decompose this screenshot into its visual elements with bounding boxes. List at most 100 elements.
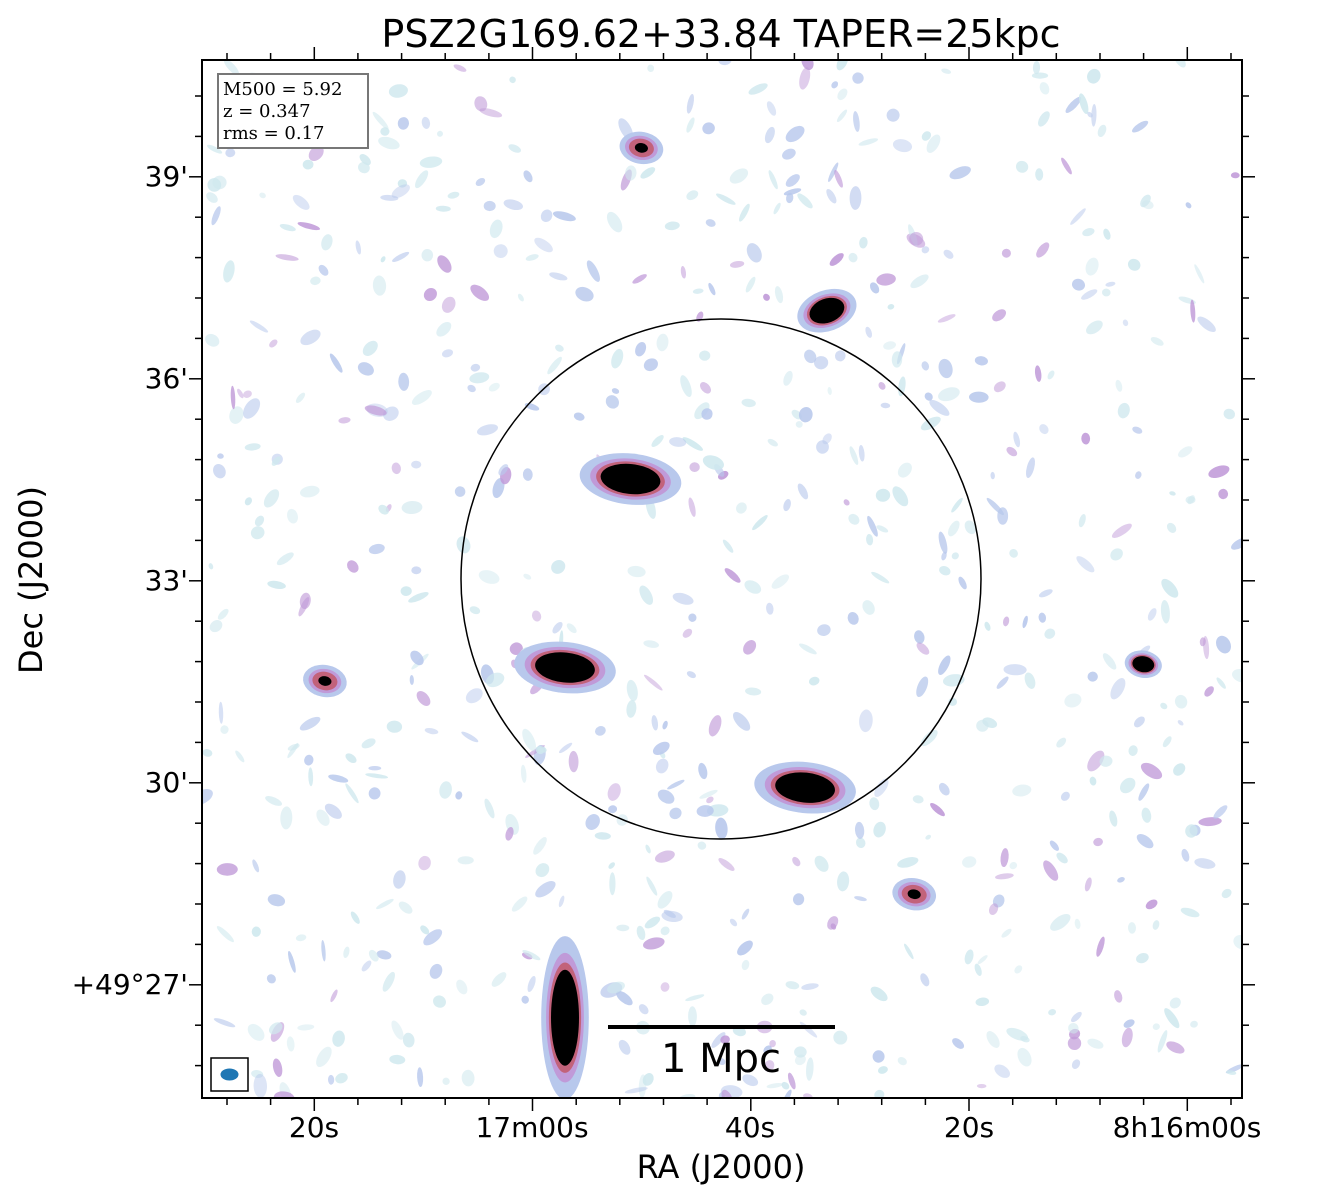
noise-speck	[429, 963, 443, 979]
noise-speck	[555, 344, 564, 352]
noise-speck	[551, 559, 566, 574]
noise-speck	[1085, 257, 1099, 276]
noise-speck	[717, 1058, 726, 1066]
noise-speck	[708, 282, 716, 296]
noise-speck	[355, 240, 362, 255]
noise-speck	[467, 384, 476, 393]
noise-speck	[1014, 965, 1023, 974]
noise-speck	[926, 134, 941, 153]
noise-speck	[568, 750, 579, 773]
noise-speck	[766, 101, 777, 116]
noise-speck	[799, 643, 817, 655]
noise-speck	[761, 993, 774, 1006]
noise-speck	[409, 675, 414, 685]
noise-speck	[421, 249, 434, 262]
noise-speck	[964, 520, 977, 535]
noise-speck	[1110, 678, 1126, 700]
noise-speck	[657, 891, 673, 909]
noise-speck	[1199, 637, 1206, 647]
noise-speck	[209, 620, 223, 633]
noise-speck	[616, 990, 633, 1006]
noise-speck	[741, 398, 756, 408]
noise-speck	[651, 435, 664, 447]
noise-speck	[836, 60, 849, 71]
noise-speck	[990, 471, 995, 480]
noise-speck	[1038, 589, 1053, 598]
noise-speck	[867, 515, 878, 537]
noise-speck	[286, 1036, 295, 1052]
noise-speck	[252, 859, 260, 873]
noise-speck	[207, 144, 223, 154]
noise-speck	[643, 674, 663, 691]
noise-speck	[680, 375, 692, 398]
noise-speck	[764, 126, 775, 144]
x-tick-label: 20s	[289, 1111, 339, 1144]
noise-speck	[910, 274, 929, 289]
noise-speck	[744, 580, 762, 594]
noise-speck	[941, 68, 952, 74]
redshift-label: z = 0.347	[223, 101, 311, 122]
noise-speck	[862, 600, 875, 615]
noise-speck	[785, 125, 805, 143]
noise-speck	[699, 350, 711, 361]
noise-speck	[441, 349, 454, 358]
noise-speck	[225, 148, 236, 158]
noise-speck	[651, 715, 659, 731]
noise-speck	[522, 728, 536, 751]
noise-speck	[722, 539, 734, 553]
noise-speck	[575, 286, 594, 302]
noise-speck	[875, 488, 891, 502]
noise-speck	[338, 417, 351, 424]
noise-speck	[300, 485, 320, 498]
noise-speck	[949, 166, 971, 180]
noise-speck	[1111, 523, 1132, 538]
noise-speck	[705, 219, 716, 227]
noise-speck	[411, 460, 422, 469]
noise-speck	[435, 205, 451, 212]
noise-speck	[1121, 1027, 1133, 1048]
noise-speck	[701, 408, 713, 420]
y-tick-label: 30'	[145, 766, 188, 799]
noise-speck	[718, 858, 735, 871]
noise-speck	[801, 60, 814, 71]
noise-speck	[804, 349, 817, 364]
noise-speck	[461, 731, 479, 743]
noise-speck	[774, 286, 784, 304]
noise-speck	[865, 326, 873, 338]
noise-speck	[509, 76, 516, 84]
noise-speck	[1048, 1009, 1057, 1016]
noise-speck	[457, 856, 474, 865]
noise-speck	[736, 502, 747, 514]
noise-speck	[626, 700, 637, 718]
noise-speck	[1071, 278, 1086, 291]
noise-speck	[292, 194, 310, 210]
noise-speck	[746, 243, 762, 263]
noise-speck	[249, 320, 269, 333]
noise-speck	[378, 504, 389, 515]
noise-speck	[663, 909, 676, 918]
noise-speck	[372, 111, 389, 130]
noise-speck	[686, 93, 694, 114]
noise-speck	[1003, 664, 1027, 676]
noise-speck	[657, 789, 675, 804]
noise-speck	[801, 983, 819, 990]
noise-speck	[699, 382, 712, 394]
noise-speck	[1009, 861, 1018, 870]
noise-speck	[243, 390, 252, 398]
noise-speck	[237, 388, 244, 399]
noise-speck	[358, 161, 370, 174]
noise-speck	[892, 486, 909, 507]
plot-frame	[201, 59, 1243, 1099]
noise-speck	[520, 764, 527, 783]
noise-speck	[782, 148, 796, 160]
noise-speck	[938, 531, 948, 554]
noise-speck	[870, 986, 888, 1002]
x-tick-label: 20s	[944, 1111, 994, 1144]
noise-speck	[834, 350, 846, 362]
noise-speck	[769, 1040, 776, 1048]
noise-speck	[1132, 120, 1149, 133]
noise-speck	[803, 1093, 813, 1098]
noise-speck	[1067, 1036, 1082, 1051]
noise-speck	[993, 381, 1006, 393]
noise-speck	[269, 339, 278, 348]
